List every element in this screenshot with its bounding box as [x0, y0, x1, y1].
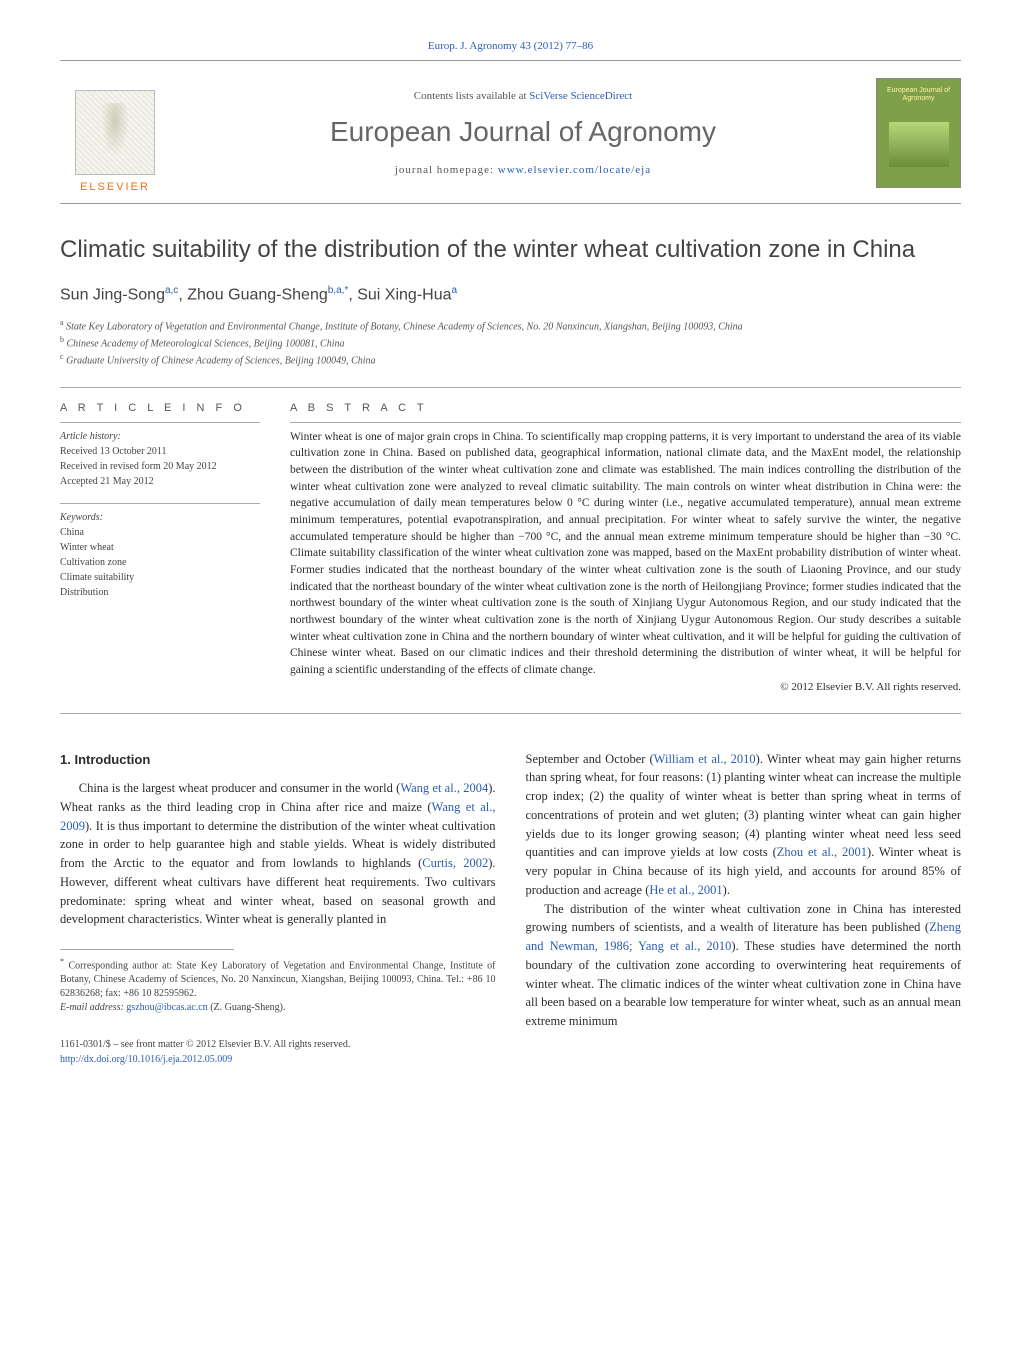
author-1: Sun Jing-Song	[60, 287, 165, 304]
journal-title: European Journal of Agronomy	[170, 116, 876, 148]
history-received: Received 13 October 2011	[60, 444, 260, 459]
article-title: Climatic suitability of the distribution…	[60, 234, 961, 265]
contents-line: Contents lists available at SciVerse Sci…	[170, 90, 876, 102]
email-label: E-mail address:	[60, 1002, 126, 1013]
history-accepted: Accepted 21 May 2012	[60, 474, 260, 489]
homepage-link[interactable]: www.elsevier.com/locate/eja	[498, 164, 651, 176]
keyword: Climate suitability	[60, 570, 260, 585]
masthead: ELSEVIER Contents lists available at Sci…	[60, 67, 961, 204]
ref-link[interactable]: Wang et al., 2004	[400, 781, 488, 795]
author-2-affil: b,a,	[328, 285, 345, 296]
keyword: Distribution	[60, 585, 260, 600]
intro-para-1-cont: September and October (William et al., 2…	[526, 750, 962, 900]
author-list: Sun Jing-Songa,c, Zhou Guang-Shengb,a,*,…	[60, 285, 961, 304]
masthead-center: Contents lists available at SciVerse Sci…	[170, 90, 876, 176]
author-1-affil: a,c	[165, 285, 178, 296]
intro-para-1: China is the largest wheat producer and …	[60, 779, 496, 929]
article-history: Article history: Received 13 October 201…	[60, 422, 260, 489]
ref-link[interactable]: William et al., 2010	[654, 752, 756, 766]
article-info-column: A R T I C L E I N F O Article history: R…	[60, 402, 260, 693]
abstract-heading: A B S T R A C T	[290, 402, 961, 414]
doi-link[interactable]: http://dx.doi.org/10.1016/j.eja.2012.05.…	[60, 1054, 232, 1065]
footnote-rule	[60, 949, 234, 950]
contents-prefix: Contents lists available at	[414, 90, 529, 102]
sciencedirect-link[interactable]: SciVerse ScienceDirect	[529, 90, 632, 102]
para-text: ). Winter wheat may gain higher returns …	[526, 752, 962, 860]
divider	[60, 713, 961, 714]
abstract-text: Winter wheat is one of major grain crops…	[290, 422, 961, 679]
journal-cover-thumbnail: European Journal of Agronomy	[876, 78, 961, 188]
keywords-label: Keywords:	[60, 510, 260, 525]
email-link[interactable]: gszhou@ibcas.ac.cn	[126, 1002, 207, 1013]
elsevier-tree-icon	[75, 90, 155, 175]
para-text: ).	[723, 883, 730, 897]
body-col-right: September and October (William et al., 2…	[526, 750, 962, 1068]
keywords-block: Keywords: China Winter wheat Cultivation…	[60, 503, 260, 600]
top-rule	[60, 60, 961, 61]
keyword: China	[60, 525, 260, 540]
history-label: Article history:	[60, 429, 260, 444]
author-2: , Zhou Guang-Sheng	[178, 287, 327, 304]
history-revised: Received in revised form 20 May 2012	[60, 459, 260, 474]
keyword: Cultivation zone	[60, 555, 260, 570]
affil-c-text: Graduate University of Chinese Academy o…	[64, 356, 376, 367]
keyword: Winter wheat	[60, 540, 260, 555]
citation-link[interactable]: Europ. J. Agronomy 43 (2012) 77–86	[428, 40, 593, 52]
author-3-affil: a	[452, 285, 458, 296]
affil-a-text: State Key Laboratory of Vegetation and E…	[64, 321, 743, 332]
cover-image-icon	[889, 122, 949, 167]
ref-link[interactable]: Curtis, 2002	[422, 856, 488, 870]
affiliation-c: c Graduate University of Chinese Academy…	[60, 351, 961, 368]
publisher-name: ELSEVIER	[80, 181, 150, 193]
publisher-logo: ELSEVIER	[60, 73, 170, 193]
affiliation-b: b Chinese Academy of Meteorological Scie…	[60, 334, 961, 351]
para-text: China is the largest wheat producer and …	[79, 781, 401, 795]
section-1-heading: 1. Introduction	[60, 750, 496, 770]
affiliation-a: a State Key Laboratory of Vegetation and…	[60, 317, 961, 334]
corr-text: Corresponding author at: State Key Labor…	[60, 960, 496, 999]
email-suffix: (Z. Guang-Sheng).	[208, 1002, 286, 1013]
para-text: The distribution of the winter wheat cul…	[526, 902, 962, 935]
info-abstract-row: A R T I C L E I N F O Article history: R…	[60, 402, 961, 693]
running-head: Europ. J. Agronomy 43 (2012) 77–86	[60, 40, 961, 52]
para-text: September and October (	[526, 752, 654, 766]
homepage-line: journal homepage: www.elsevier.com/locat…	[170, 164, 876, 176]
divider	[60, 387, 961, 388]
footer-bar: 1161-0301/$ – see front matter © 2012 El…	[60, 1037, 496, 1067]
intro-para-2: The distribution of the winter wheat cul…	[526, 900, 962, 1031]
body-col-left: 1. Introduction China is the largest whe…	[60, 750, 496, 1068]
author-3: , Sui Xing-Hua	[348, 287, 451, 304]
abstract-copyright: © 2012 Elsevier B.V. All rights reserved…	[290, 681, 961, 693]
homepage-prefix: journal homepage:	[395, 164, 498, 176]
affil-b-text: Chinese Academy of Meteorological Scienc…	[64, 338, 345, 349]
affiliations: a State Key Laboratory of Vegetation and…	[60, 317, 961, 369]
ref-link[interactable]: Zhou et al., 2001	[777, 845, 867, 859]
cover-title: European Journal of Agronomy	[877, 87, 960, 102]
front-matter-line: 1161-0301/$ – see front matter © 2012 El…	[60, 1037, 496, 1052]
article-info-heading: A R T I C L E I N F O	[60, 402, 260, 414]
corresponding-footnote: * Corresponding author at: State Key Lab…	[60, 956, 496, 1015]
body-columns: 1. Introduction China is the largest whe…	[60, 750, 961, 1068]
ref-link[interactable]: He et al., 2001	[649, 883, 722, 897]
abstract-column: A B S T R A C T Winter wheat is one of m…	[290, 402, 961, 693]
